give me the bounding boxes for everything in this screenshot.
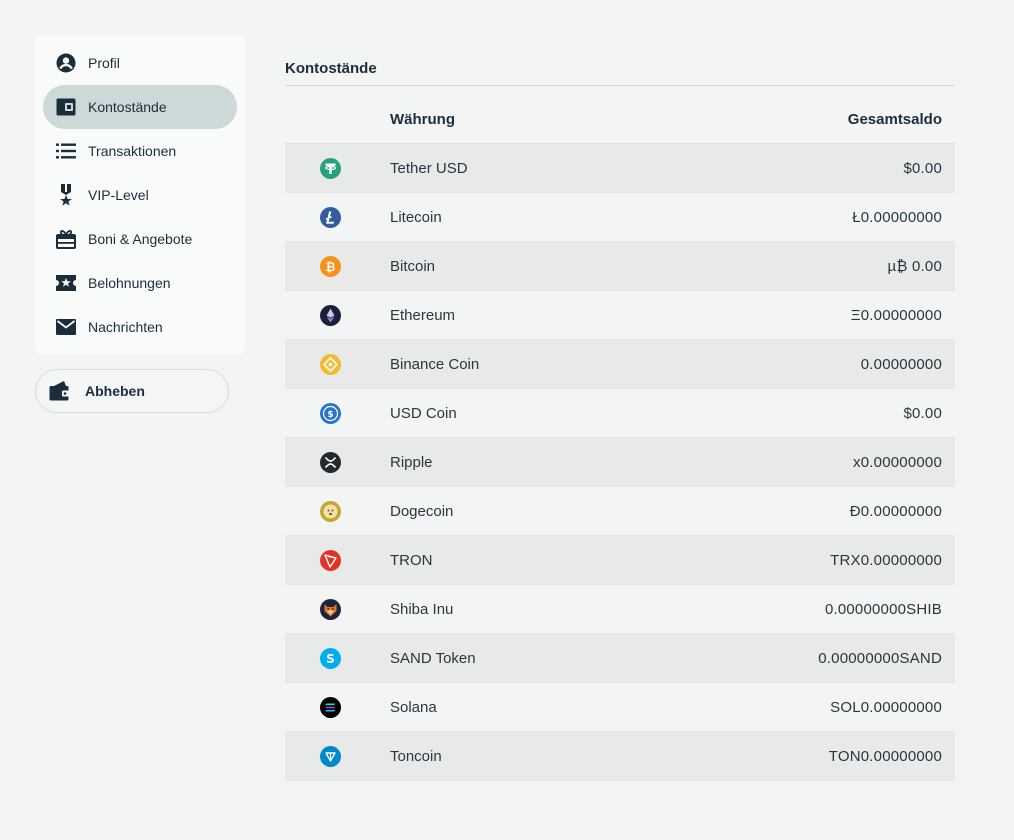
table-row: Ripple x0.00000000 (285, 438, 955, 487)
sand-icon: S (320, 648, 341, 669)
currency-name: Shiba Inu (390, 600, 454, 618)
medal-icon (55, 184, 77, 206)
svg-text:₿: ₿ (326, 260, 336, 274)
dogecoin-icon (320, 501, 341, 522)
sidebar-item-label: Belohnungen (88, 275, 171, 291)
currency-name: Solana (390, 698, 437, 716)
currency-balance: Đ0.00000000 (849, 502, 942, 520)
bitcoin-icon: ₿ (320, 256, 341, 277)
list-icon (55, 140, 77, 162)
sidebar-item-boni-angebote[interactable]: Boni & Angebote (43, 217, 237, 261)
sidebar-item-label: VIP-Level (88, 187, 149, 203)
sidebar-item-vip-level[interactable]: VIP-Level (43, 173, 237, 217)
table-row: Toncoin TON0.00000000 (285, 732, 955, 781)
currency-balance: 0.00000000SHIB (824, 600, 942, 618)
ripple-icon (320, 452, 341, 473)
ticket-star-icon (55, 272, 77, 294)
currency-name: USD Coin (390, 404, 457, 422)
currency-balance: TON0.00000000 (828, 747, 942, 765)
currency-name: Tether USD (390, 159, 468, 177)
currency-balance: Ξ0.00000000 (850, 306, 942, 324)
account-sidebar: Profil Kontostände Transaktionen VIP-Lev… (35, 36, 245, 354)
svg-text:$: $ (327, 410, 333, 420)
table-row: ₿ Bitcoin µ₿ 0.00 (285, 242, 955, 291)
currency-name: Litecoin (390, 208, 442, 226)
svg-text:S: S (326, 652, 335, 666)
currency-name: Ethereum (390, 306, 456, 324)
sidebar-item-kontostaende[interactable]: Kontostände (43, 85, 237, 129)
table-row: TRON TRX0.00000000 (285, 536, 955, 585)
sidebar-item-label: Profil (88, 55, 120, 71)
currency-name: Toncoin (390, 747, 442, 765)
tron-icon (320, 550, 341, 571)
shiba-icon (320, 599, 341, 620)
sidebar-item-belohnungen[interactable]: Belohnungen (43, 261, 237, 305)
column-header-balance: Gesamtsaldo (847, 110, 942, 128)
tether-icon (320, 158, 341, 179)
table-row: Dogecoin Đ0.00000000 (285, 487, 955, 536)
currency-name: Ripple (390, 453, 433, 471)
title-divider (285, 85, 955, 86)
currency-name: Binance Coin (390, 355, 480, 373)
toncoin-icon (320, 746, 341, 767)
sidebar-item-nachrichten[interactable]: Nachrichten (43, 305, 237, 349)
page-title: Kontostände (285, 60, 377, 77)
table-row: $ USD Coin $0.00 (285, 389, 955, 438)
currency-balance: Ł0.00000000 (852, 208, 942, 226)
table-row: Binance Coin 0.00000000 (285, 340, 955, 389)
currency-balance: SOL0.00000000 (830, 698, 942, 716)
sidebar-item-label: Transaktionen (88, 143, 177, 159)
user-circle-icon (55, 52, 77, 74)
currency-balance: 0.00000000SAND (818, 649, 942, 667)
gift-icon (55, 228, 77, 250)
table-row: Litecoin Ł0.00000000 (285, 193, 955, 242)
sidebar-item-label: Kontostände (88, 99, 167, 115)
sidebar-item-profil[interactable]: Profil (43, 41, 237, 85)
withdraw-label: Abheben (85, 383, 145, 399)
currency-balance: µ₿ 0.00 (887, 257, 942, 275)
currency-name: TRON (390, 551, 433, 569)
currency-balance: $0.00 (903, 159, 942, 177)
wallet-icon (55, 96, 77, 118)
currency-name: Bitcoin (390, 257, 436, 275)
binance-icon (320, 354, 341, 375)
table-row: Ethereum Ξ0.00000000 (285, 291, 955, 340)
ethereum-icon (320, 305, 341, 326)
withdraw-button[interactable]: Abheben (35, 369, 229, 413)
solana-icon (320, 697, 341, 718)
table-header: Währung Gesamtsaldo (285, 95, 955, 144)
table-row: S SAND Token 0.00000000SAND (285, 634, 955, 683)
envelope-icon (55, 316, 77, 338)
currency-balance: x0.00000000 (853, 453, 942, 471)
table-row: Shiba Inu 0.00000000SHIB (285, 585, 955, 634)
column-header-currency: Währung (390, 110, 455, 128)
sidebar-item-transaktionen[interactable]: Transaktionen (43, 129, 237, 173)
wallet-withdraw-icon (49, 380, 71, 402)
currency-balance: TRX0.00000000 (830, 551, 942, 569)
litecoin-icon (320, 207, 341, 228)
currency-balance: $0.00 (903, 404, 942, 422)
currency-name: Dogecoin (390, 502, 454, 520)
table-row: Tether USD $0.00 (285, 144, 955, 193)
sidebar-item-label: Nachrichten (88, 319, 163, 335)
balances-table: Währung Gesamtsaldo Tether USD $0.00 Lit… (285, 95, 955, 781)
usd-coin-icon: $ (320, 403, 341, 424)
currency-name: SAND Token (390, 649, 476, 667)
sidebar-item-label: Boni & Angebote (88, 231, 193, 247)
table-row: Solana SOL0.00000000 (285, 683, 955, 732)
currency-balance: 0.00000000 (860, 355, 942, 373)
